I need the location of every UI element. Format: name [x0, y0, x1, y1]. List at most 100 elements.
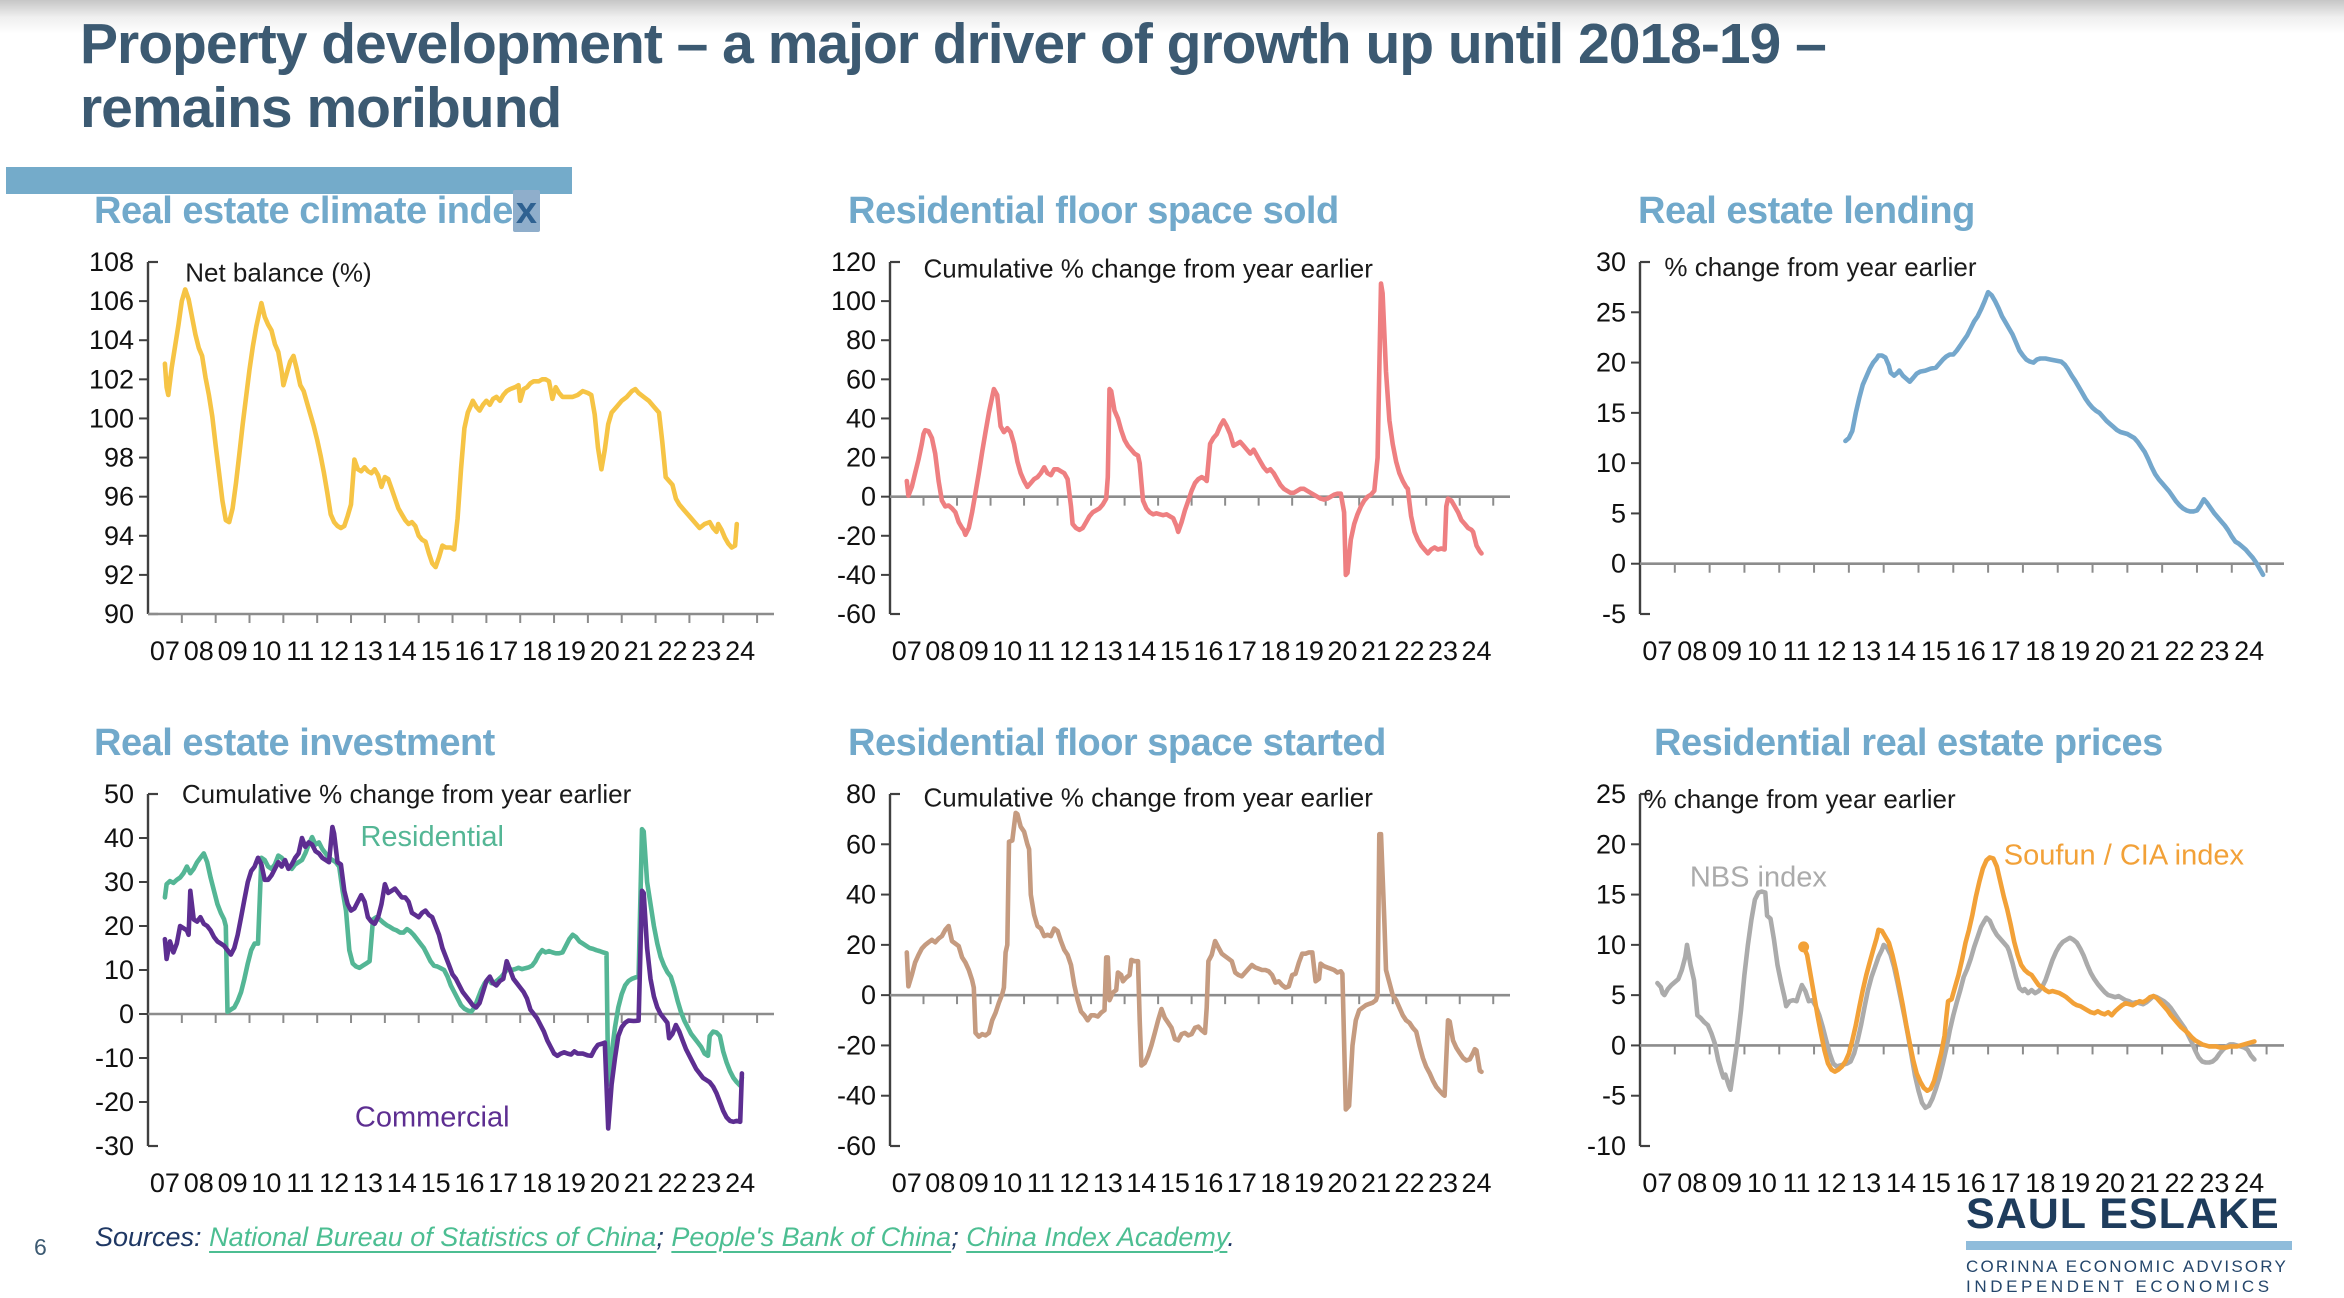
x-tick-label: 08 — [184, 1168, 214, 1198]
x-tick-label: 07 — [150, 1168, 180, 1198]
x-tick-label: 09 — [1712, 1168, 1742, 1198]
y-tick-label: -30 — [95, 1131, 134, 1161]
chart-title-text: Residential real estate prices — [1654, 722, 2163, 764]
y-tick-label: -5 — [1602, 1081, 1626, 1111]
y-tick-label: 15 — [1596, 880, 1626, 910]
x-tick-label: 07 — [892, 1168, 922, 1198]
x-tick-label: 10 — [251, 636, 281, 666]
y-tick-label: 15 — [1596, 398, 1626, 428]
x-tick-label: 21 — [1361, 1168, 1391, 1198]
y-tick-label: 30 — [1596, 247, 1626, 277]
x-tick-label: 22 — [1394, 636, 1424, 666]
y-tick-label: 94 — [104, 521, 134, 551]
y-tick-label: 20 — [104, 911, 134, 941]
y-tick-label: 20 — [1596, 829, 1626, 859]
x-tick-label: 09 — [218, 636, 248, 666]
y-tick-label: -10 — [1587, 1131, 1626, 1161]
series-label: Residential — [360, 821, 503, 853]
x-tick-label: 20 — [1327, 636, 1357, 666]
x-tick-label: 17 — [1990, 636, 2020, 666]
x-tick-label: 19 — [556, 636, 586, 666]
x-tick-label: 17 — [1227, 636, 1257, 666]
x-tick-label: 14 — [1126, 636, 1156, 666]
x-tick-label: 11 — [1783, 1168, 1811, 1198]
y-tick-label: 80 — [846, 325, 876, 355]
x-tick-label: 09 — [959, 636, 989, 666]
y-tick-label: 20 — [846, 930, 876, 960]
x-tick-label: 14 — [1886, 1168, 1916, 1198]
x-tick-label: 18 — [2025, 1168, 2055, 1198]
chart-real-estate-climate-index: Real estate climate index 90 92 94 96 98 100 1… — [78, 190, 784, 720]
separator: ; — [656, 1222, 664, 1252]
x-tick-label: 11 — [1783, 636, 1811, 666]
x-tick-label: 14 — [1886, 636, 1916, 666]
y-tick-label: 20 — [846, 443, 876, 473]
x-tick-label: 23 — [2199, 1168, 2229, 1198]
y-tick-label: 10 — [1596, 448, 1626, 478]
x-tick-label: 12 — [319, 1168, 349, 1198]
x-tick-label: 07 — [892, 636, 922, 666]
x-tick-label: 13 — [1093, 636, 1123, 666]
x-tick-label: 13 — [1851, 1168, 1881, 1198]
y-tick-label: 25 — [1596, 779, 1626, 809]
separator: ; — [951, 1222, 959, 1252]
x-tick-label: 22 — [657, 636, 687, 666]
x-tick-label: 17 — [1990, 1168, 2020, 1198]
x-tick-label: 22 — [2165, 636, 2195, 666]
x-tick-label: 21 — [2130, 636, 2160, 666]
x-tick-label: 08 — [925, 636, 955, 666]
y-tick-label: -20 — [837, 1030, 876, 1060]
chart-title: Real estate climate index — [94, 190, 784, 242]
axis-annotation: Cumulative % change from year earlier — [924, 783, 1374, 813]
x-tick-label: 19 — [556, 1168, 586, 1198]
axis-annotation: Net balance (%) — [185, 258, 371, 288]
x-tick-label: 08 — [1677, 1168, 1707, 1198]
y-tick-label: 92 — [104, 560, 134, 590]
sources-label: Sources: — [95, 1222, 202, 1252]
x-tick-label: 10 — [1747, 1168, 1777, 1198]
y-tick-label: -20 — [95, 1087, 134, 1117]
x-tick-label: 18 — [522, 636, 552, 666]
y-tick-label: -5 — [1602, 599, 1626, 629]
chart-real-estate-lending: Real estate lending -5 0 5 10 15 20 25 30 07 08 09… — [1570, 190, 2294, 720]
x-tick-label: 07 — [150, 636, 180, 666]
source-link-pboc[interactable]: People's Bank of China — [671, 1222, 952, 1252]
source-link-cia[interactable]: China Index Academy — [966, 1222, 1228, 1252]
chart-residential-floor-space-sold: Residential floor space sold -60 -40 -20 0 2… — [820, 190, 1520, 720]
chart-title-text: Real estate lending — [1638, 190, 1975, 232]
chart-title: Residential real estate prices — [1654, 722, 2294, 774]
y-tick-label: 102 — [89, 364, 134, 394]
x-tick-label: 24 — [2234, 1168, 2264, 1198]
y-tick-label: 100 — [89, 403, 134, 433]
x-tick-label: 15 — [421, 1168, 451, 1198]
x-tick-label: 14 — [1126, 1168, 1156, 1198]
y-tick-label: 40 — [104, 823, 134, 853]
x-tick-label: 17 — [488, 1168, 518, 1198]
floor-space-sold-plot: -60 -40 -20 0 20 40 60 80 100 120 07 08 09 10 11 12 13 14… — [831, 247, 1510, 666]
y-tick-label: 98 — [104, 443, 134, 473]
y-tick-label: 5 — [1611, 980, 1626, 1010]
y-tick-label: -40 — [837, 560, 876, 590]
y-tick-label: 5 — [1611, 498, 1626, 528]
x-tick-label: 09 — [1712, 636, 1742, 666]
y-tick-label: 0 — [861, 482, 876, 512]
source-link-nbs[interactable]: National Bureau of Statistics of China — [209, 1222, 657, 1252]
page-number: 6 — [34, 1234, 47, 1260]
y-tick-label: 96 — [104, 482, 134, 512]
x-tick-label: 07 — [1642, 636, 1672, 666]
x-tick-label: 18 — [2025, 636, 2055, 666]
chart-residential-real-estate-prices: Residential real estate prices -10 -5 0 5 10… — [1570, 722, 2294, 1252]
y-tick-label: 40 — [846, 880, 876, 910]
page-title: Property development – a major driver of… — [80, 12, 2260, 140]
slide-top-shade — [0, 0, 2344, 34]
x-tick-label: 18 — [1260, 1168, 1290, 1198]
x-tick-label: 17 — [488, 636, 518, 666]
x-tick-label: 23 — [691, 636, 721, 666]
x-tick-label: 20 — [1327, 1168, 1357, 1198]
series-soufun-cia-index-start-marker — [1798, 941, 1810, 953]
y-tick-label: 60 — [846, 364, 876, 394]
y-tick-label: 120 — [831, 247, 876, 277]
series-nbs-index-line — [1655, 889, 2257, 1111]
